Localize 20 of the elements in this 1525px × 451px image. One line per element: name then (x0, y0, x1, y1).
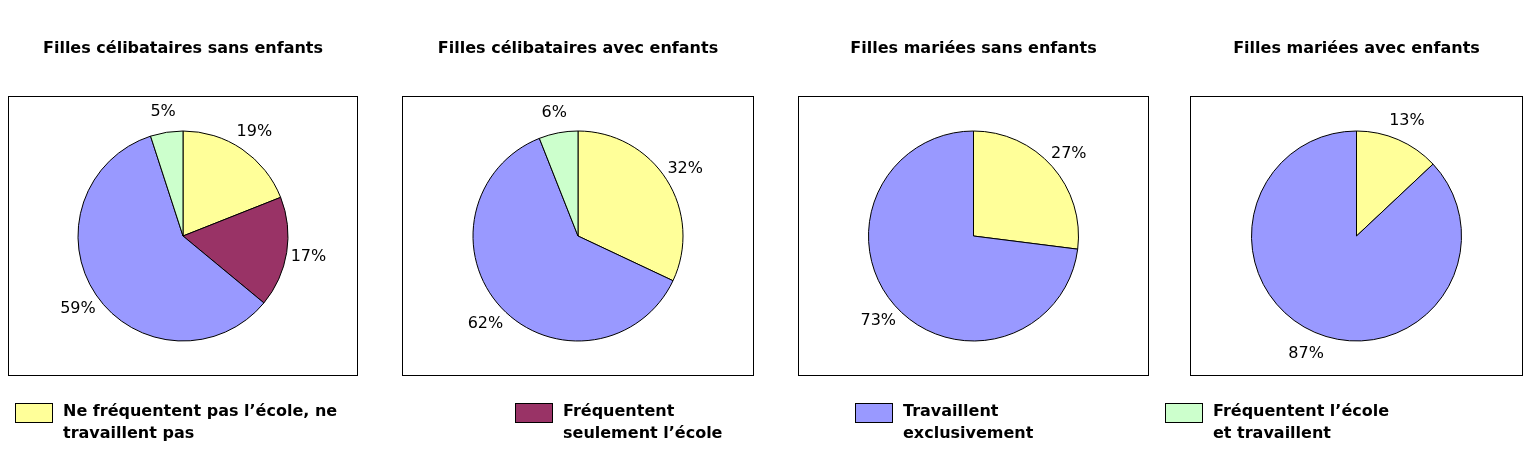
data-label: 27% (1050, 142, 1087, 162)
data-label: 6% (541, 101, 567, 121)
chart-title: Filles mariées sans enfants (850, 37, 1097, 59)
chart-title: Filles célibataires avec enfants (437, 37, 719, 59)
chart-title: Filles mariées avec enfants (1233, 37, 1480, 59)
legend-label: Fréquentent seulement l’école (563, 400, 724, 444)
data-label: 62% (467, 313, 504, 333)
data-label: 17% (290, 246, 327, 266)
pie-slice (1251, 130, 1462, 342)
data-label: 32% (667, 158, 704, 178)
legend-label: Fréquentent l’école et travaillent (1213, 400, 1391, 444)
legend-label: Ne fréquentent pas l’école, ne travaillent pas (63, 400, 339, 444)
legend-label: Travaillent exclusivement (903, 400, 1035, 444)
data-label: 13% (1389, 109, 1425, 129)
data-label: 19% (236, 121, 273, 141)
data-label: 73% (860, 310, 897, 330)
data-label: 5% (150, 101, 176, 121)
chart-title: Filles célibataires sans enfants (42, 37, 323, 59)
data-label: 87% (1288, 343, 1324, 363)
data-label: 59% (60, 297, 96, 317)
